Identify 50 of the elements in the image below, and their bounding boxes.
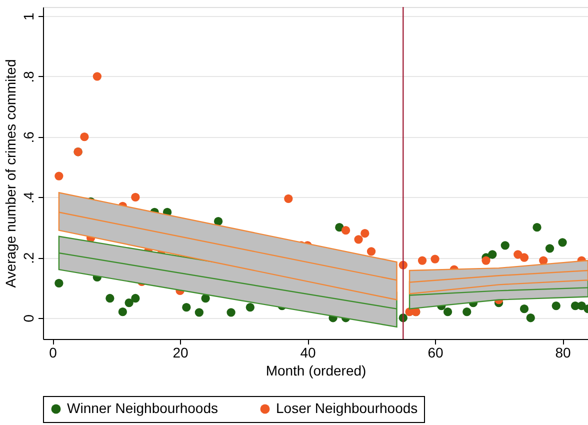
point — [488, 250, 497, 259]
y-tick-label: .4 — [20, 192, 36, 204]
y-tick-label: .2 — [20, 252, 36, 264]
point — [558, 238, 567, 247]
x-tick-label: 40 — [300, 344, 316, 360]
point — [500, 241, 510, 250]
x-tick-label: 0 — [49, 344, 58, 360]
point — [545, 244, 554, 253]
point — [214, 216, 223, 226]
x-axis-title: Month (ordered) — [266, 362, 366, 378]
point — [366, 247, 376, 256]
y-tick-label: .8 — [20, 70, 36, 83]
point — [118, 308, 128, 316]
point — [341, 226, 350, 235]
point — [520, 304, 529, 314]
point — [354, 235, 363, 244]
point — [131, 294, 140, 303]
point — [552, 301, 560, 310]
point — [482, 256, 490, 265]
point — [284, 194, 293, 203]
point — [430, 254, 440, 264]
x-tick-label: 60 — [428, 344, 444, 360]
legend-label: Loser Neighbourhoods — [276, 400, 418, 416]
point — [526, 314, 535, 322]
point — [418, 256, 427, 265]
y-axis-title: Average number of crimes commited — [2, 59, 18, 288]
point — [182, 302, 191, 312]
legend-label: Winner Neighbourhoods — [67, 400, 218, 416]
x-tick-label: 20 — [172, 344, 189, 360]
point — [131, 192, 140, 202]
point — [106, 294, 114, 303]
point — [124, 298, 134, 308]
x-tick-label: 80 — [555, 344, 571, 360]
point — [54, 278, 64, 288]
point — [54, 172, 64, 180]
y-tick-label: 1 — [20, 12, 36, 20]
point — [226, 308, 236, 317]
y-tick-label: 0 — [20, 314, 36, 322]
point — [520, 253, 529, 262]
point — [80, 132, 89, 142]
point — [201, 294, 210, 303]
point — [246, 302, 254, 312]
point — [360, 229, 370, 238]
point — [532, 223, 542, 232]
point — [194, 308, 204, 317]
point — [462, 308, 472, 316]
point — [443, 308, 452, 316]
y-tick-label: .6 — [20, 131, 36, 144]
point — [539, 256, 548, 265]
point — [92, 72, 102, 81]
